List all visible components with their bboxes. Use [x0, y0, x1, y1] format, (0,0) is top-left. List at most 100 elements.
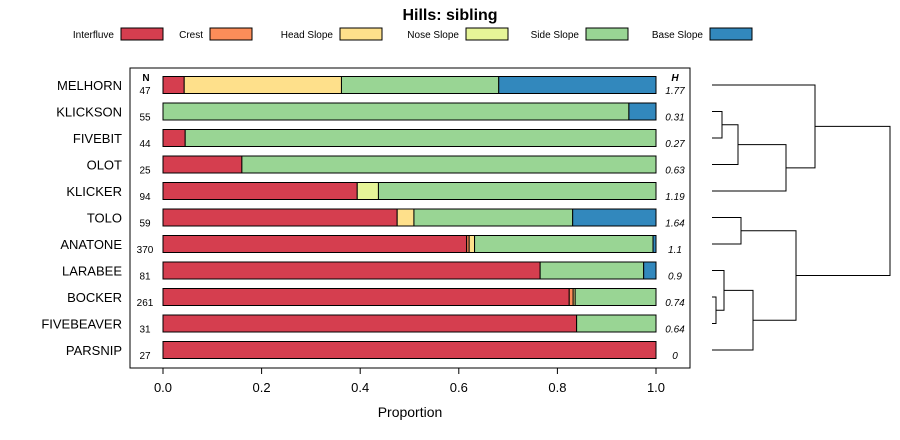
row-fivebeaver: FIVEBEAVER 31 0.64	[41, 314, 685, 336]
dendrogram-branch	[712, 296, 717, 324]
bar-segment-interfluve	[162, 314, 578, 333]
bar-segment-crest	[568, 288, 574, 306]
bar-segment-base-slope	[628, 102, 657, 121]
row-olot: OLOT 25 0.63	[87, 155, 685, 177]
row-label: ANATONE	[60, 237, 122, 252]
row-n-value: 25	[139, 166, 151, 177]
row-klickson: KLICKSON 55 0.31	[56, 102, 685, 124]
row-label: KLICKER	[66, 184, 122, 199]
dendrogram-branch	[712, 111, 723, 139]
row-label: OLOT	[87, 158, 122, 173]
row-n-value: 31	[139, 325, 151, 336]
bar-segment-interfluve	[162, 208, 398, 227]
row-parsnip: PARSNIP 27 0	[66, 341, 678, 362]
legend-label-base-slope: Base Slope	[652, 30, 704, 41]
row-label: TOLO	[87, 211, 122, 226]
row-h-value: 0.63	[665, 166, 685, 177]
bar-segment-base-slope	[498, 76, 657, 94]
bar-segment-interfluve	[162, 182, 358, 200]
x-tick-label: 1.0	[647, 380, 665, 395]
row-melhorn: MELHORN 47 1.77	[57, 76, 685, 97]
row-label: KLICKSON	[56, 105, 122, 120]
row-h-value: 0.27	[665, 139, 685, 150]
legend-label-side-slope: Side Slope	[531, 30, 580, 41]
row-h-value: 0.9	[668, 272, 682, 283]
bar-segment-nose-slope	[356, 182, 379, 200]
legend-swatch-nose-slope	[465, 27, 509, 41]
x-tick-label: 0.6	[450, 380, 468, 395]
x-tick-label: 0.8	[548, 380, 566, 395]
chart-title: Hills: sibling	[402, 7, 497, 24]
n-column-header: N	[142, 73, 149, 84]
bar-segment-side-slope	[241, 155, 657, 174]
bar-segment-side-slope	[377, 182, 657, 200]
bar-segment-head-slope	[396, 208, 415, 227]
bar-segment-side-slope	[576, 314, 657, 333]
plot-frame	[129, 67, 691, 369]
legend-swatch-base-slope	[709, 27, 753, 41]
bar-segment-side-slope	[474, 235, 654, 253]
bar-segment-base-slope	[652, 235, 657, 253]
row-n-value: 59	[139, 219, 151, 230]
bar-segment-side-slope	[184, 129, 657, 147]
bar-segment-side-slope	[413, 208, 574, 227]
row-h-value: 1.1	[668, 245, 682, 256]
row-n-value: 47	[139, 86, 151, 97]
row-label: PARSNIP	[66, 343, 122, 358]
row-tolo: TOLO 59 1.64	[87, 208, 685, 230]
row-n-value: 44	[139, 139, 151, 150]
legend-label-head-slope: Head Slope	[281, 30, 334, 41]
legend-label-crest: Crest	[179, 30, 203, 41]
bar-segment-interfluve	[162, 129, 186, 147]
bar-segment-interfluve	[162, 235, 468, 253]
bar-segment-interfluve	[162, 76, 185, 94]
x-axis: 0.0 0.2 0.4 0.6 0.8 1.0	[154, 368, 665, 395]
x-tick-label: 0.4	[351, 380, 369, 395]
row-label: BOCKER	[67, 290, 122, 305]
row-bocker: BOCKER 261 0.74	[67, 288, 685, 309]
legend-swatch-crest	[209, 27, 253, 41]
row-h-value: 0.31	[665, 113, 684, 124]
dendrogram-branch	[712, 144, 787, 192]
dendrogram	[712, 84, 891, 351]
row-n-value: 81	[139, 272, 151, 283]
dendrogram-branch	[712, 124, 739, 165]
legend-swatch-side-slope	[585, 27, 629, 41]
row-h-value: 1.77	[665, 86, 685, 97]
chart-rows: MELHORN 47 1.77 KLICKSON 55 0.31 FIVEBIT 44 0.27…	[41, 76, 685, 362]
legend-swatch-interfluve	[120, 27, 164, 41]
dendrogram-branch	[712, 270, 725, 311]
row-label: LARABEE	[62, 264, 122, 279]
bar-segment-head-slope	[183, 76, 342, 94]
legend-label-nose-slope: Nose Slope	[407, 30, 459, 41]
row-n-value: 55	[139, 113, 151, 124]
bar-segment-side-slope	[340, 76, 500, 94]
x-axis-label: Proportion	[378, 404, 443, 420]
dendrogram-branch	[712, 217, 742, 245]
row-n-value: 370	[137, 245, 154, 256]
x-tick-label: 0.2	[253, 380, 271, 395]
row-label: FIVEBIT	[73, 131, 122, 146]
row-h-value: 0.64	[665, 325, 685, 336]
legend: Interfluve Crest Head Slope Nose Slope Side …	[73, 27, 753, 41]
row-h-value: 1.64	[665, 219, 685, 230]
row-label: FIVEBEAVER	[41, 317, 122, 332]
h-column-header: H	[671, 73, 679, 84]
row-n-value: 27	[139, 351, 151, 362]
row-label: MELHORN	[57, 78, 122, 93]
row-h-value: 1.19	[665, 192, 685, 203]
row-fivebit: FIVEBIT 44 0.27	[73, 129, 685, 150]
bar-segment-side-slope	[162, 102, 630, 121]
legend-label-interfluve: Interfluve	[73, 30, 115, 41]
row-klicker: KLICKER 94 1.19	[66, 182, 685, 203]
row-larabee: LARABEE 81 0.9	[62, 261, 682, 283]
bar-segment-side-slope	[539, 261, 645, 280]
row-h-value: 0.74	[665, 298, 685, 309]
dendrogram-branch	[712, 84, 816, 169]
bar-segment-base-slope	[643, 261, 657, 280]
legend-swatch-head-slope	[339, 27, 383, 41]
bar-segment-base-slope	[572, 208, 657, 227]
x-tick-label: 0.0	[154, 380, 172, 395]
bar-segment-interfluve	[162, 288, 570, 306]
